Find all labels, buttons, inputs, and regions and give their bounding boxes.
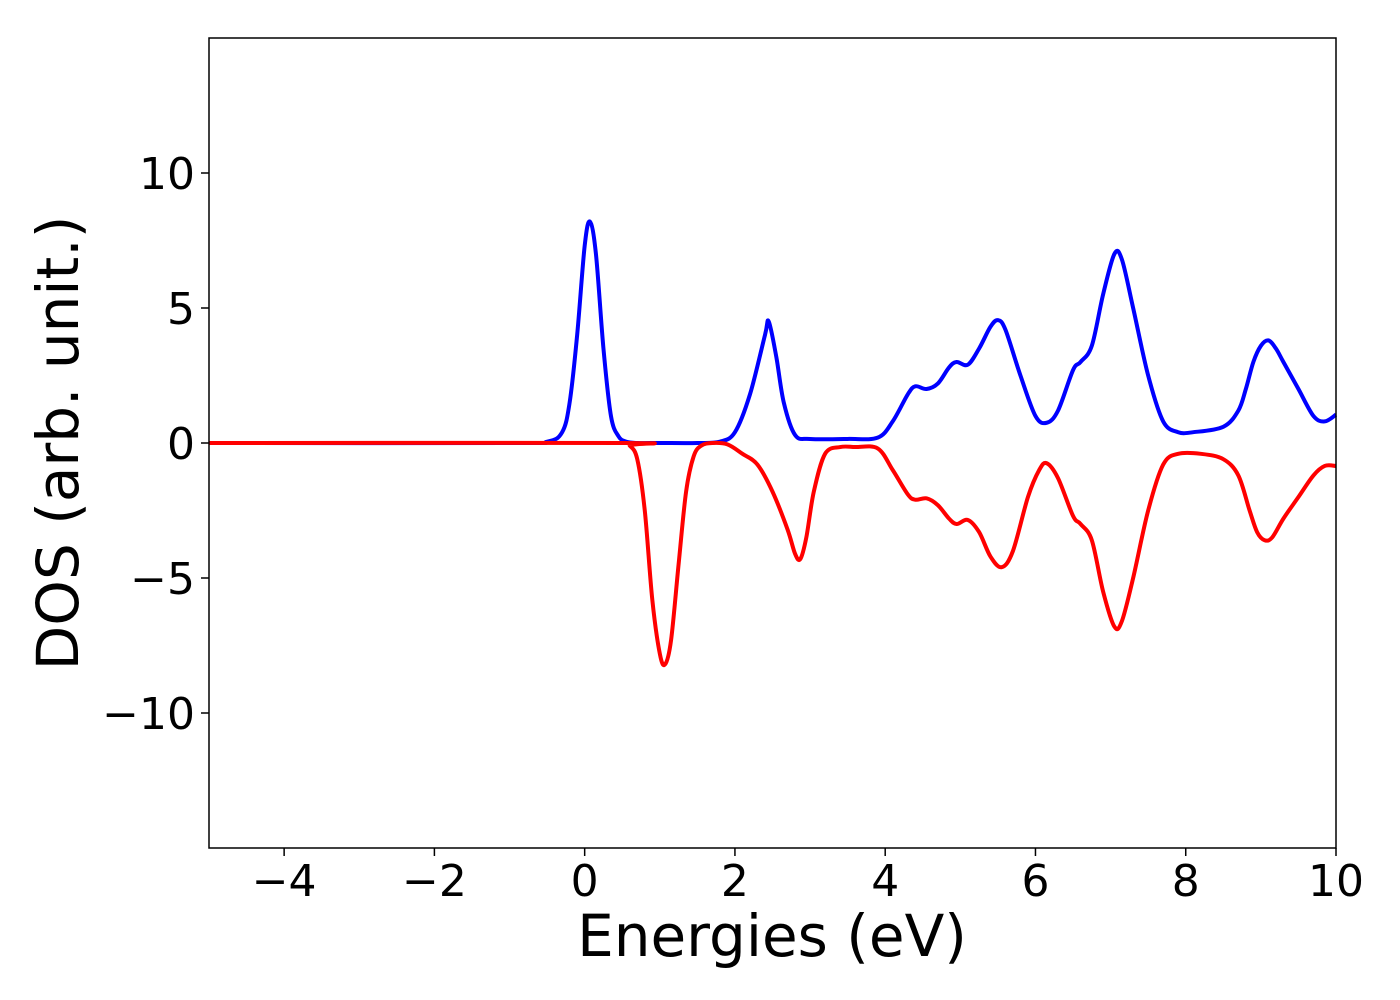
- y-tick-label: −10: [102, 689, 195, 740]
- x-tick-label: −2: [402, 856, 467, 907]
- y-tick-label: 5: [167, 284, 195, 335]
- x-tick-label: −4: [252, 856, 317, 907]
- y-axis: −10 −5 0 5 10: [102, 149, 209, 740]
- x-tick-label: 8: [1172, 856, 1200, 907]
- series-line-negative: [208, 440, 1337, 668]
- x-tick-label: 10: [1308, 856, 1364, 907]
- x-tick-label: 0: [571, 856, 599, 907]
- y-tick-label: 0: [167, 419, 195, 470]
- series-layer: [208, 219, 1338, 668]
- y-axis-title: DOS (arb. unit.): [24, 216, 92, 671]
- series-line-positive: [208, 219, 1338, 446]
- x-axis-title: Energies (eV): [577, 902, 967, 970]
- x-tick-label: 2: [721, 856, 749, 907]
- x-tick-label: 4: [871, 856, 899, 907]
- y-tick-label: 10: [139, 149, 195, 200]
- y-tick-label: −5: [130, 554, 195, 605]
- x-tick-label: 6: [1021, 856, 1049, 907]
- x-axis: −4 −2 0 2 4 6 8 10: [252, 848, 1364, 907]
